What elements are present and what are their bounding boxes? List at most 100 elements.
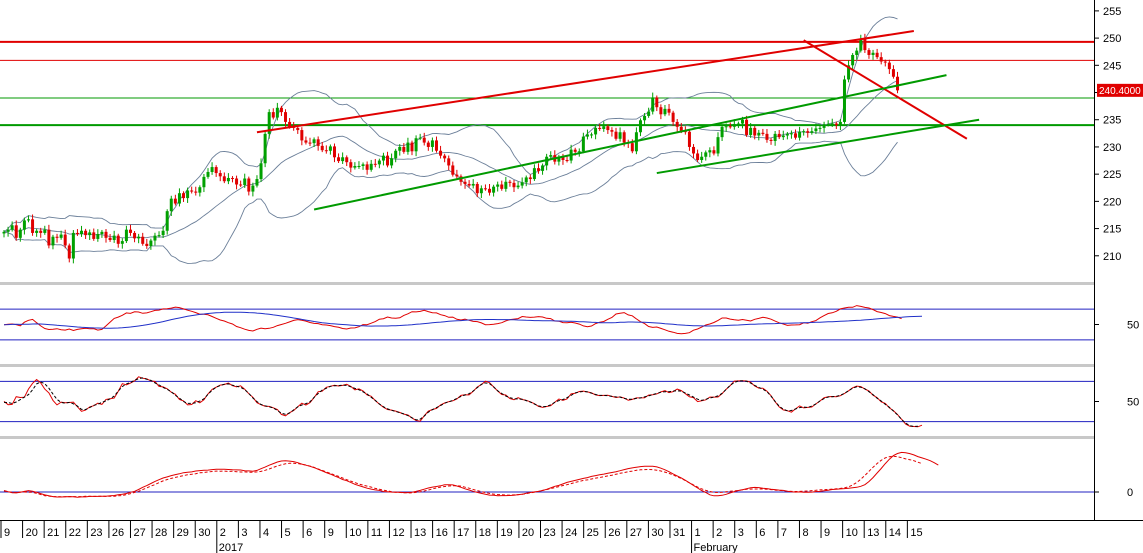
price-candle [369,159,373,172]
candle-body [381,155,385,161]
price-candle [43,225,47,235]
candle-body [263,133,267,164]
candle-body [447,158,451,166]
candle-body [235,178,239,185]
candle-body [337,157,341,162]
candle-body [630,143,634,152]
candle-body [581,136,585,152]
candle-body [304,140,308,143]
price-candle [71,230,75,264]
date-tick-label: 23 [544,527,556,539]
date-tick-label: 9 [4,527,10,539]
candle-body [867,50,871,55]
candle-body [577,151,581,153]
trendlines [256,30,980,211]
candle-body [716,137,720,154]
candle-body [75,232,79,235]
candle-body [651,97,655,112]
candle-body [455,174,459,177]
price-candle [700,151,704,163]
price-candle [847,60,851,83]
price-candle [532,164,536,181]
price-candle [386,151,390,168]
price-candle [594,125,598,140]
trendline [313,74,947,211]
candle-body [773,133,777,141]
rsi-average-line [3,311,923,329]
price-candle [585,129,589,140]
candle-body [896,76,900,91]
candle-body [165,211,169,231]
price-candle [508,179,512,187]
price-candle [422,132,426,146]
price-candle [226,173,230,185]
price-candle [312,137,316,147]
candle-body [594,127,598,135]
price-candle [373,158,377,168]
price-candle [308,137,312,147]
bollinger-upper-line [3,16,898,233]
candle-body [663,108,667,115]
candle-body [279,107,283,113]
price-candle [475,182,479,198]
candle-body [255,179,259,186]
candle-body [728,126,732,128]
price-candle [14,220,18,241]
candle-body [67,245,71,259]
price-candle [712,146,716,156]
candle-body [177,193,181,204]
price-candle [590,132,594,139]
price-candle [80,225,84,237]
price-candle [875,48,879,60]
price-candle [871,49,875,60]
price-candle [618,127,622,142]
price-candle [194,186,198,196]
candle-body [308,142,312,144]
candle-body [785,133,789,136]
candle-body [345,157,349,163]
price-candle [471,179,475,189]
price-candle [859,34,863,53]
candle-body [398,146,402,151]
price-candle [716,132,720,157]
candle-body [316,139,320,146]
price-candle [598,124,602,131]
candle-body [765,133,769,140]
price-candle [263,131,267,168]
candle-body [451,165,455,175]
candle-body [369,163,373,170]
candle-body [402,146,406,152]
candle-body [887,62,891,70]
date-tick-label: 26 [112,527,124,539]
candle-body [749,127,753,135]
candle-body [859,38,863,51]
candle-body [879,57,883,62]
candle-body [284,112,288,122]
price-candle [414,135,418,157]
rsi-line [3,305,902,335]
price-candle [84,228,88,239]
date-tick-label: 27 [630,527,642,539]
date-tick-label: 25 [587,527,599,539]
price-candle [434,136,438,153]
candle-body [259,163,263,180]
date-tick-label: 23 [90,527,102,539]
candle-body [26,219,30,221]
candle-body [736,123,740,125]
price-candle [528,174,532,184]
candle-body [667,108,671,113]
price-candle [2,229,6,238]
bollinger-bands [3,16,898,264]
candle-body [516,185,520,188]
price-candle [504,176,508,192]
price-candle [92,228,96,241]
candle-body [51,236,55,246]
candle-body [251,185,255,192]
price-candle [394,148,398,163]
price-candle [120,238,124,249]
candle-body [145,243,149,246]
date-tick-label: 16 [436,527,448,539]
price-candle [789,130,793,139]
candle-body [373,163,377,165]
